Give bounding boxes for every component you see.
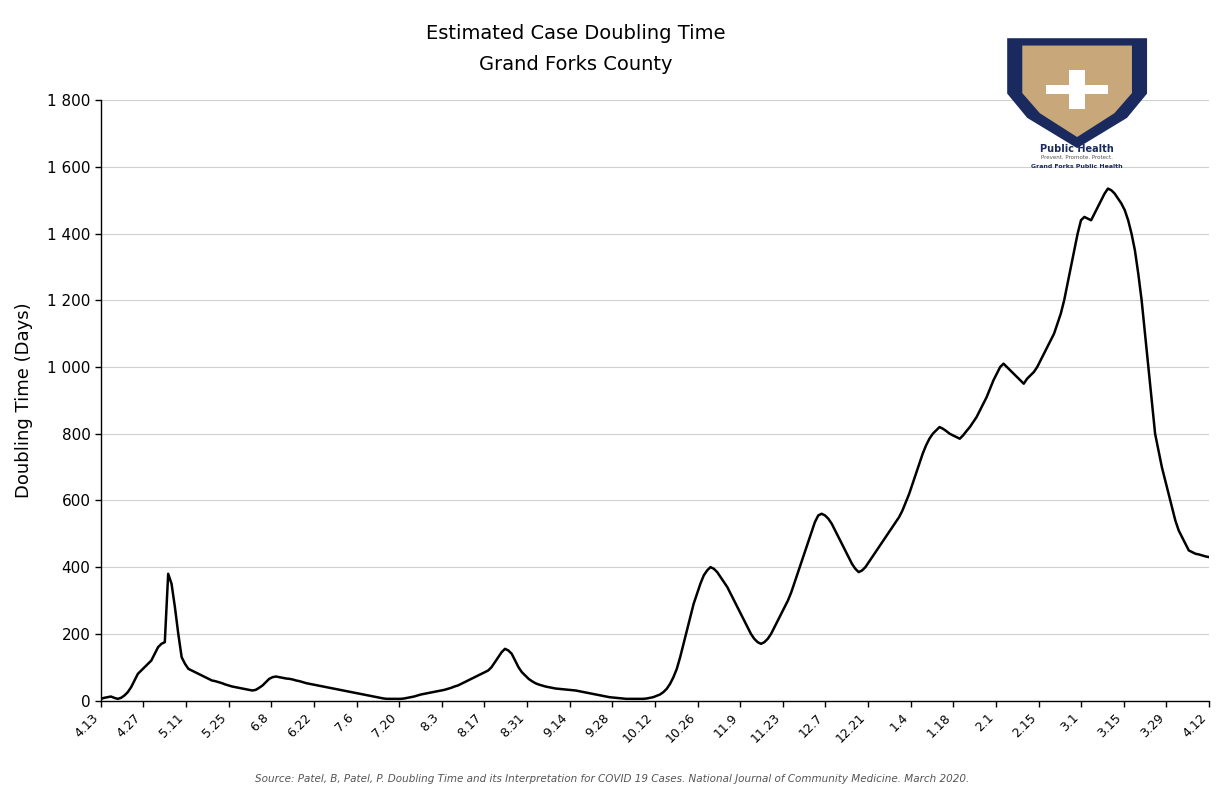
Text: Grand Forks Public Health: Grand Forks Public Health [1032,164,1122,169]
Polygon shape [1022,45,1132,137]
Polygon shape [1009,40,1146,147]
Text: Public Health: Public Health [1040,144,1114,154]
Y-axis label: Doubling Time (Days): Doubling Time (Days) [15,303,33,498]
FancyBboxPatch shape [1045,85,1109,94]
Text: Estimated Case Doubling Time: Estimated Case Doubling Time [426,24,725,43]
Text: Prevent. Promote. Protect.: Prevent. Promote. Protect. [1042,154,1113,160]
Text: Source: Patel, B, Patel, P. Doubling Time and its Interpretation for COVID 19 Ca: Source: Patel, B, Patel, P. Doubling Tim… [255,774,969,784]
FancyBboxPatch shape [1070,70,1084,109]
Text: Grand Forks County: Grand Forks County [479,55,672,74]
